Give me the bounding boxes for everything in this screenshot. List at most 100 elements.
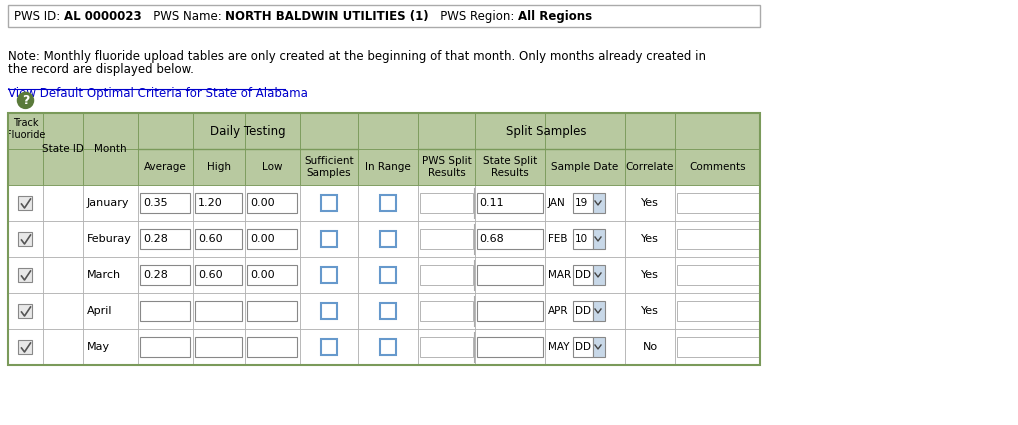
Text: Note: Monthly fluoride upload tables are only created at the beginning of that m: Note: Monthly fluoride upload tables are… <box>8 50 706 63</box>
Bar <box>418 329 475 365</box>
Bar <box>358 149 418 185</box>
Text: January: January <box>87 198 129 208</box>
Text: PWS ID:: PWS ID: <box>14 9 64 23</box>
Bar <box>625 185 675 221</box>
Text: 0.00: 0.00 <box>250 198 275 208</box>
Bar <box>18 340 33 354</box>
Bar <box>195 229 242 249</box>
Bar <box>675 257 760 293</box>
Bar <box>625 113 675 149</box>
Bar <box>138 113 193 149</box>
Text: 0.00: 0.00 <box>250 270 275 280</box>
Text: 0.60: 0.60 <box>197 270 223 280</box>
Bar <box>358 257 418 293</box>
Bar <box>677 301 760 321</box>
Bar <box>195 337 242 357</box>
Bar <box>625 293 675 329</box>
Bar <box>573 337 593 357</box>
Bar <box>300 221 358 257</box>
Text: Yes: Yes <box>641 306 659 316</box>
Bar <box>545 221 625 257</box>
Bar <box>8 329 43 365</box>
Text: Yes: Yes <box>641 198 659 208</box>
Bar <box>8 293 43 329</box>
Bar <box>140 265 190 285</box>
Bar <box>140 229 190 249</box>
Text: Track
Fluoride: Track Fluoride <box>6 119 45 140</box>
Text: High: High <box>207 162 231 172</box>
Bar <box>193 221 245 257</box>
Bar <box>593 229 605 249</box>
Bar <box>245 185 300 221</box>
Bar <box>477 229 543 249</box>
Bar <box>358 185 418 221</box>
Bar <box>477 265 543 285</box>
Text: Month: Month <box>95 144 127 154</box>
Bar <box>677 229 760 249</box>
Bar <box>18 268 33 282</box>
Bar <box>545 149 625 185</box>
Bar <box>418 257 475 293</box>
Bar <box>8 149 43 185</box>
Bar <box>193 257 245 293</box>
Bar <box>625 329 675 365</box>
Text: State Split
Results: State Split Results <box>483 156 538 178</box>
Bar <box>475 293 545 329</box>
Bar <box>193 149 245 185</box>
Bar <box>677 265 760 285</box>
Bar <box>247 301 297 321</box>
Bar <box>625 257 675 293</box>
Bar <box>677 193 760 213</box>
Bar <box>8 5 760 27</box>
Bar <box>475 149 545 185</box>
Bar <box>245 149 300 185</box>
Bar <box>675 329 760 365</box>
Text: 0.68: 0.68 <box>479 234 504 244</box>
Text: 0.00: 0.00 <box>250 234 275 244</box>
Bar <box>625 149 675 185</box>
Bar <box>195 193 242 213</box>
Bar <box>418 185 475 221</box>
Bar <box>8 113 43 149</box>
Text: Correlate: Correlate <box>626 162 674 172</box>
Text: Yes: Yes <box>641 234 659 244</box>
Bar <box>675 185 760 221</box>
Bar <box>593 301 605 321</box>
Bar <box>358 113 418 149</box>
Text: AL 0000023: AL 0000023 <box>64 9 142 23</box>
Bar <box>477 301 543 321</box>
Bar <box>8 257 43 293</box>
Text: March: March <box>87 270 121 280</box>
Bar <box>245 221 300 257</box>
Bar <box>247 193 297 213</box>
Bar <box>138 293 193 329</box>
Bar <box>573 301 593 321</box>
Bar <box>321 267 337 283</box>
Bar <box>300 185 358 221</box>
Text: Feburay: Feburay <box>87 234 132 244</box>
Bar <box>247 265 297 285</box>
Bar <box>300 293 358 329</box>
Bar <box>43 257 83 293</box>
Bar <box>358 293 418 329</box>
Text: 10: 10 <box>575 234 588 244</box>
Bar <box>477 337 543 357</box>
Bar <box>138 185 193 221</box>
Text: In Range: In Range <box>365 162 411 172</box>
Bar <box>358 329 418 365</box>
Bar <box>8 221 43 257</box>
Text: DD: DD <box>575 342 591 352</box>
Bar <box>245 329 300 365</box>
Bar <box>380 267 396 283</box>
Text: 0.35: 0.35 <box>143 198 168 208</box>
Bar <box>8 113 760 185</box>
Bar <box>420 265 473 285</box>
Text: Average: Average <box>145 162 187 172</box>
Bar <box>593 337 605 357</box>
Bar <box>475 185 545 221</box>
Bar <box>18 232 33 246</box>
Bar <box>677 337 760 357</box>
Text: MAR: MAR <box>548 270 571 280</box>
Bar <box>138 149 193 185</box>
Bar <box>418 293 475 329</box>
